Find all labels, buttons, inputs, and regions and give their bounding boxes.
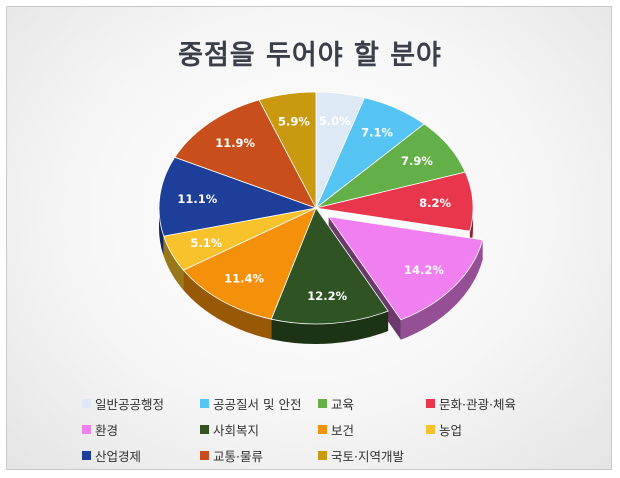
legend-swatch <box>200 399 209 408</box>
legend-label: 일반공공행정 <box>95 397 165 412</box>
legend-item-5: 사회복지 <box>200 420 318 439</box>
legend-label: 교육 <box>331 397 355 412</box>
legend-item-4: 환경 <box>82 420 200 439</box>
data-label-5: 12.2% <box>307 289 347 303</box>
pie-slice-5 <box>270 207 389 325</box>
legend-label: 공공질서 및 안전 <box>213 397 302 412</box>
legend-item-3: 문화·관광·체육 <box>426 394 542 413</box>
legend-swatch <box>200 451 209 460</box>
legend-label: 문화·관광·체육 <box>439 397 516 412</box>
legend-label: 농업 <box>439 423 463 438</box>
legend-label: 국토·지역개발 <box>331 449 404 464</box>
pie-slice-6 <box>182 207 317 320</box>
data-label-3: 8.2% <box>419 196 451 210</box>
data-label-9: 11.9% <box>215 136 255 150</box>
legend-item-6: 보건 <box>318 420 426 439</box>
legend-item-1: 공공질서 및 안전 <box>200 394 318 413</box>
data-label-2: 7.9% <box>401 154 433 168</box>
legend-item-9: 교통·물류 <box>200 446 318 465</box>
legend-swatch <box>318 451 327 460</box>
pie-labels: 5.0% 7.1% 7.9% 8.2% 14.2% 12.2% 11.4% 5.1% 11.1%… <box>177 114 451 303</box>
pie-side-5 <box>271 311 389 344</box>
legend-label: 환경 <box>95 423 119 438</box>
pie-slices <box>158 91 484 325</box>
pie-side-7 <box>163 236 184 291</box>
legend-swatch <box>318 425 327 434</box>
pie-slice-4 <box>327 216 484 321</box>
data-label-10: 5.9% <box>278 114 310 128</box>
legend-label: 사회복지 <box>213 423 260 438</box>
legend-swatch <box>318 399 327 408</box>
data-label-1: 7.1% <box>361 125 393 139</box>
legend-swatch <box>200 425 209 434</box>
data-label-8: 11.1% <box>177 192 217 206</box>
legend-swatch <box>82 451 91 460</box>
chart-title: 중점을 두어야 할 분야 <box>178 40 442 71</box>
pie-slice-3 <box>315 171 474 232</box>
legend-item-2: 교육 <box>318 394 426 413</box>
legend-swatch <box>82 425 91 434</box>
data-label-4: 14.2% <box>404 263 444 277</box>
legend-swatch <box>426 425 435 434</box>
legend-item-7: 농업 <box>426 420 542 439</box>
pie-slice-8 <box>158 156 318 237</box>
pie-slice-9 <box>174 99 317 209</box>
data-label-0: 5.0% <box>319 114 351 128</box>
legend-label: 교통·물류 <box>213 449 263 464</box>
legend-item-10: 국토·지역개발 <box>318 446 426 465</box>
legend-item-8: 산업경제 <box>82 446 200 465</box>
pie-side-4 <box>400 239 483 340</box>
legend-label: 산업경제 <box>95 449 142 464</box>
legend-label: 보건 <box>331 423 355 438</box>
pie-side-8 <box>159 208 164 257</box>
pie-side-6 <box>183 270 272 340</box>
pie-slice-10 <box>258 91 317 209</box>
data-label-6: 11.4% <box>224 271 264 285</box>
legend-swatch <box>426 399 435 408</box>
data-label-7: 5.1% <box>190 236 222 250</box>
legend-swatch <box>82 399 91 408</box>
legend-item-0: 일반공공행정 <box>82 394 200 413</box>
